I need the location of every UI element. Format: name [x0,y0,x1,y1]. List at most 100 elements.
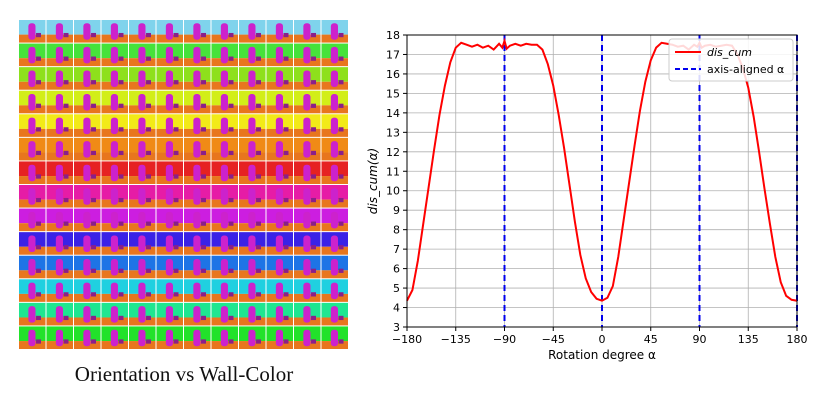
thumbnail [266,302,293,326]
legend-label: dis_cum [707,46,752,59]
thumbnail [321,90,348,114]
thumbnail [129,114,156,137]
thumbnail [294,137,321,161]
grid-caption: Orientation vs Wall-Color [74,362,294,386]
y-tick-label: 12 [386,146,400,159]
thumbnail [19,302,46,326]
thumbnail [101,137,128,161]
thumbnail [46,255,73,279]
thumbnail [321,161,348,184]
thumbnail [156,208,183,232]
thumbnail [266,43,293,67]
thumbnail [184,114,211,137]
thumbnail [74,137,101,161]
thumbnail [46,67,73,90]
thumbnail [46,20,73,43]
thumbnail [19,326,46,349]
y-tick-label: 15 [386,87,400,100]
thumbnail [19,232,46,255]
thumbnail [19,67,46,90]
thumbnail [266,255,293,279]
thumbnail [321,20,348,43]
thumbnail [321,137,348,161]
thumbnail [266,67,293,90]
thumbnail [239,208,266,232]
thumbnail [19,20,46,43]
y-tick-label: 14 [386,107,400,120]
thumbnail [156,20,183,43]
thumbnail [46,232,73,255]
thumbnail [239,114,266,137]
thumbnail [101,208,128,232]
thumbnail [74,114,101,137]
thumbnail [184,185,211,208]
thumbnail [129,43,156,67]
thumbnail [74,185,101,208]
legend-box [668,38,794,82]
thumbnail [19,255,46,279]
thumbnail [101,279,128,302]
thumbnail [74,67,101,90]
line-chart: −180 −135 −90 −45 0 45 90 135 180 34567891011121… [366,29,808,362]
thumbnail [184,279,211,302]
x-ticks: −180 −135 −90 −45 0 45 90 135 180 [392,327,808,346]
thumbnail [294,185,321,208]
thumbnail [101,302,128,326]
thumbnail [19,185,46,208]
thumbnail [46,43,73,67]
thumbnail [211,208,238,232]
thumbnail [321,208,348,232]
thumbnail [74,43,101,67]
thumbnail [266,137,293,161]
thumbnail [74,208,101,232]
thumbnail [321,279,348,302]
thumbnail [74,302,101,326]
thumbnail [156,185,183,208]
thumbnail [156,161,183,184]
thumbnail [101,67,128,90]
thumbnail [321,67,348,90]
thumbnail [129,161,156,184]
thumbnail [239,67,266,90]
thumbnail [184,232,211,255]
thumbnail [239,255,266,279]
x-tick-label: −45 [542,333,565,346]
thumbnail [211,20,238,43]
thumbnail [101,255,128,279]
thumbnail [321,302,348,326]
thumbnail [184,208,211,232]
thumbnail [46,161,73,184]
thumbnail [321,114,348,137]
thumbnail [211,279,238,302]
thumbnail [129,185,156,208]
thumbnail [294,208,321,232]
thumbnail [211,185,238,208]
thumbnail [129,255,156,279]
thumbnail [156,43,183,67]
thumbnail [19,137,46,161]
thumbnail [184,137,211,161]
thumbnail [19,114,46,137]
y-tick-label: 18 [386,29,400,42]
thumbnail [101,232,128,255]
thumbnail [129,137,156,161]
thumbnail [211,90,238,114]
thumbnail [211,161,238,184]
thumbnail [239,232,266,255]
thumbnail [294,114,321,137]
thumbnail [239,90,266,114]
thumbnail [294,255,321,279]
y-tick-label: 9 [393,204,400,217]
y-tick-label: 13 [386,126,400,139]
thumbnail [184,90,211,114]
x-tick-label: 0 [599,333,606,346]
thumbnail [156,114,183,137]
thumbnail [156,232,183,255]
thumbnail [129,302,156,326]
x-tick-label: −135 [441,333,471,346]
thumbnail [74,232,101,255]
thumbnail [129,232,156,255]
legend-label: axis-aligned α [707,63,784,76]
thumbnail [184,326,211,349]
orientation-wall-color-grid [19,20,349,350]
